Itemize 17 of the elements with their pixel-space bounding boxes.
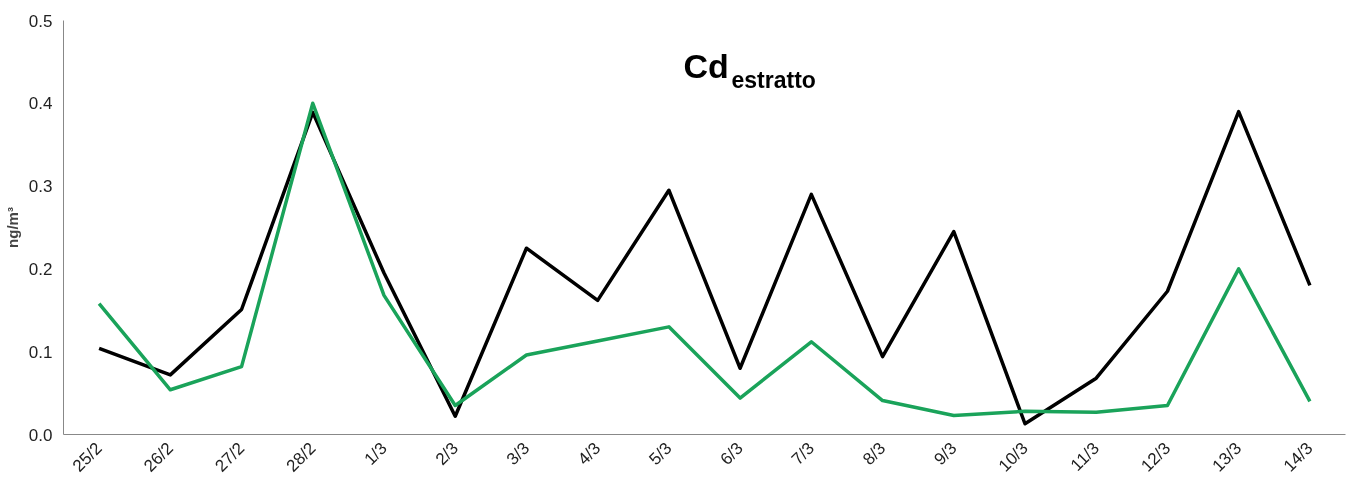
y-tick-label: 0.0 [28, 425, 53, 445]
x-tick-label: 7/3 [787, 438, 819, 469]
y-tick-label: 0.3 [28, 177, 53, 197]
x-tick-label: 2/3 [431, 438, 462, 469]
y-tick-label: 0.4 [28, 94, 53, 114]
x-tick-label: 1/3 [360, 438, 391, 469]
x-tick-label: 3/3 [503, 438, 534, 469]
x-tick-label: 6/3 [716, 438, 747, 469]
x-tick-label: 9/3 [930, 438, 961, 469]
x-tick-label: 11/3 [1067, 438, 1103, 475]
y-axis-title: ng/m³ [3, 207, 21, 248]
y-tick-label: 0.5 [28, 11, 53, 31]
y-tick-label: 0.2 [28, 259, 53, 279]
x-tick-label: 8/3 [859, 438, 890, 469]
y-tick-label: 0.1 [28, 342, 53, 362]
x-tick-label: 5/3 [645, 438, 676, 469]
x-tick-label: 4/3 [574, 438, 605, 469]
